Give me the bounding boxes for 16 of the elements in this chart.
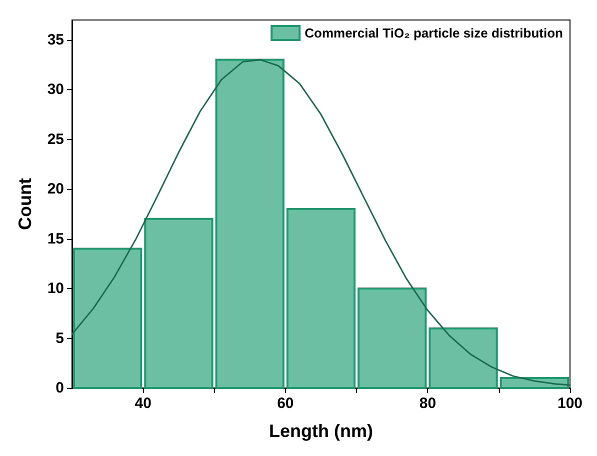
x-tick-label: 60 xyxy=(277,395,294,412)
x-tick-label: 40 xyxy=(134,395,152,412)
y-tick-label: 5 xyxy=(56,330,64,347)
legend-label: Commercial TiO₂ particle size distribution xyxy=(304,26,564,40)
y-axis-title: Count xyxy=(15,178,35,230)
y-tick-label: 10 xyxy=(47,280,64,298)
y-tick-label: 0 xyxy=(56,380,64,396)
x-tick-label: 100 xyxy=(557,395,583,412)
y-tick-label: 25 xyxy=(47,130,64,148)
x-axis-title: Length (nm) xyxy=(269,421,373,441)
y-tick-label: 30 xyxy=(47,81,64,98)
y-tick-label: 20 xyxy=(47,180,64,198)
line-series xyxy=(71,59,571,386)
y-tick-label: 35 xyxy=(47,31,64,48)
y-tick-label: 15 xyxy=(47,230,64,248)
x-tick-label: 80 xyxy=(419,395,436,412)
